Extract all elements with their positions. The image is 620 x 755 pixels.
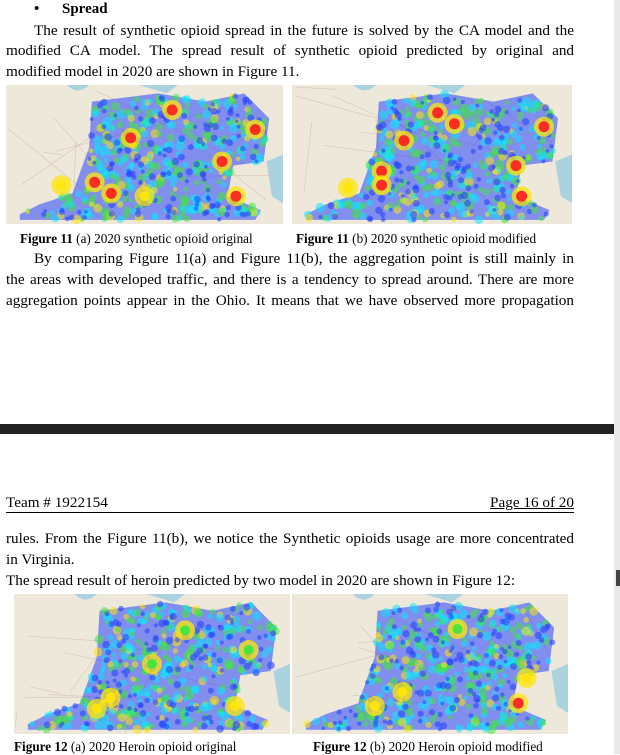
figure-11b-caption: Figure 11 (b) 2020 synthetic opioid modi… <box>296 231 537 246</box>
figure-11a-caption: Figure 11 (a) 2020 synthetic opioid orig… <box>20 231 253 246</box>
page-header-page-number: Page 16 of 20 <box>490 494 574 511</box>
figure-11b-heatmap <box>292 85 572 224</box>
viewer-edge <box>614 0 620 754</box>
figure-12a-caption: Figure 12 (a) 2020 Heroin opioid origina… <box>14 739 237 754</box>
paragraph-line: The spread result of heroin predicted by… <box>6 572 516 589</box>
figure-11a-heatmap <box>6 85 283 224</box>
header-rule <box>6 512 574 513</box>
paragraph-line: the areas with developed traffic, and th… <box>6 271 574 288</box>
paragraph-line: aggregation points appear in the Ohio. I… <box>6 292 574 309</box>
viewer-scroll-marker[interactable] <box>616 570 620 586</box>
paragraph-line: By comparing Figure 11(a) and Figure 11(… <box>34 250 574 267</box>
document-page-bottom: Team # 1922154 Page 16 of 20 rules. From… <box>0 434 614 754</box>
figure-12b-caption: Figure 12 (b) 2020 Heroin opioid modifie… <box>313 739 543 754</box>
paragraph-line: in Virginia. <box>6 551 75 568</box>
section-heading: Spread <box>62 1 108 17</box>
document-page-top: • Spread The result of synthetic opioid … <box>6 1 574 309</box>
figure-12b-heatmap <box>292 594 568 734</box>
paragraph-line: modified model in 2020 are shown in Figu… <box>6 63 300 80</box>
paragraph-line: rules. From the Figure 11(b), we notice … <box>6 530 574 547</box>
paragraph-line: The result of synthetic opioid spread in… <box>34 22 574 39</box>
bullet-icon: • <box>34 1 40 17</box>
page-separator <box>0 424 614 434</box>
page-header-team: Team # 1922154 <box>6 494 108 511</box>
figure-12a-heatmap <box>14 594 290 734</box>
paragraph-line: modified CA model. The spread result of … <box>6 42 574 59</box>
